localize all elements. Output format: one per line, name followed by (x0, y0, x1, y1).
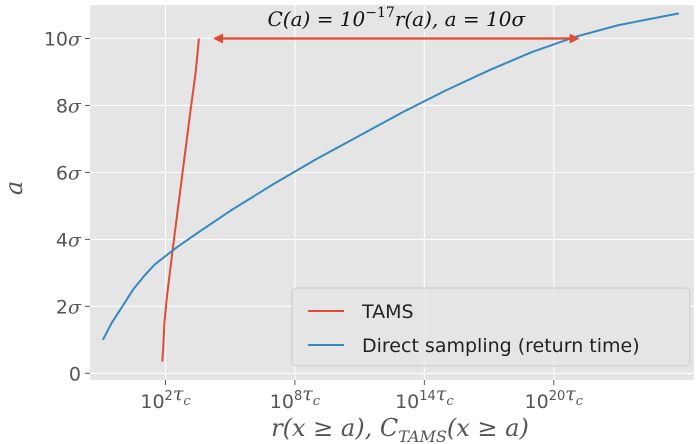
arrow-head-right (569, 33, 580, 44)
x-tick-label: 108τc (270, 383, 321, 413)
y-axis-title: a (0, 181, 28, 195)
annotation-label: C(a) = 10−17r(a), a = 10σ (268, 5, 527, 31)
legend-box (291, 287, 691, 367)
y-tick-label: 6σ (56, 162, 82, 184)
legend-label: TAMS (361, 301, 414, 323)
x-tick-label: 102τc (140, 383, 191, 413)
series-line-tams (161, 38, 200, 362)
series-line-direct-sampling (102, 12, 680, 341)
y-tick-label: 4σ (56, 229, 82, 251)
y-tick-label: 10σ (44, 28, 82, 50)
y-tick-label: 0 (69, 363, 81, 385)
series-layer (102, 12, 680, 362)
y-tick-label: 2σ (56, 296, 82, 318)
x-tick-label: 1020τc (525, 383, 584, 413)
arrow-head-left (212, 33, 223, 44)
annotation-layer: C(a) = 10−17r(a), a = 10σ (212, 5, 580, 44)
legend-label: Direct sampling (return time) (362, 335, 640, 357)
x-tick-label: 1014τc (395, 383, 454, 413)
ticks: 102τc 108τc 1014τc 1020τc 0 2σ 4σ 6σ 8σ 10σ (44, 28, 584, 413)
y-tick-label: 8σ (56, 95, 82, 117)
legend: TAMS Direct sampling (return time) (291, 287, 691, 367)
x-axis-title: r(x ≥ a), CTAMS(x ≥ a) (271, 414, 529, 444)
